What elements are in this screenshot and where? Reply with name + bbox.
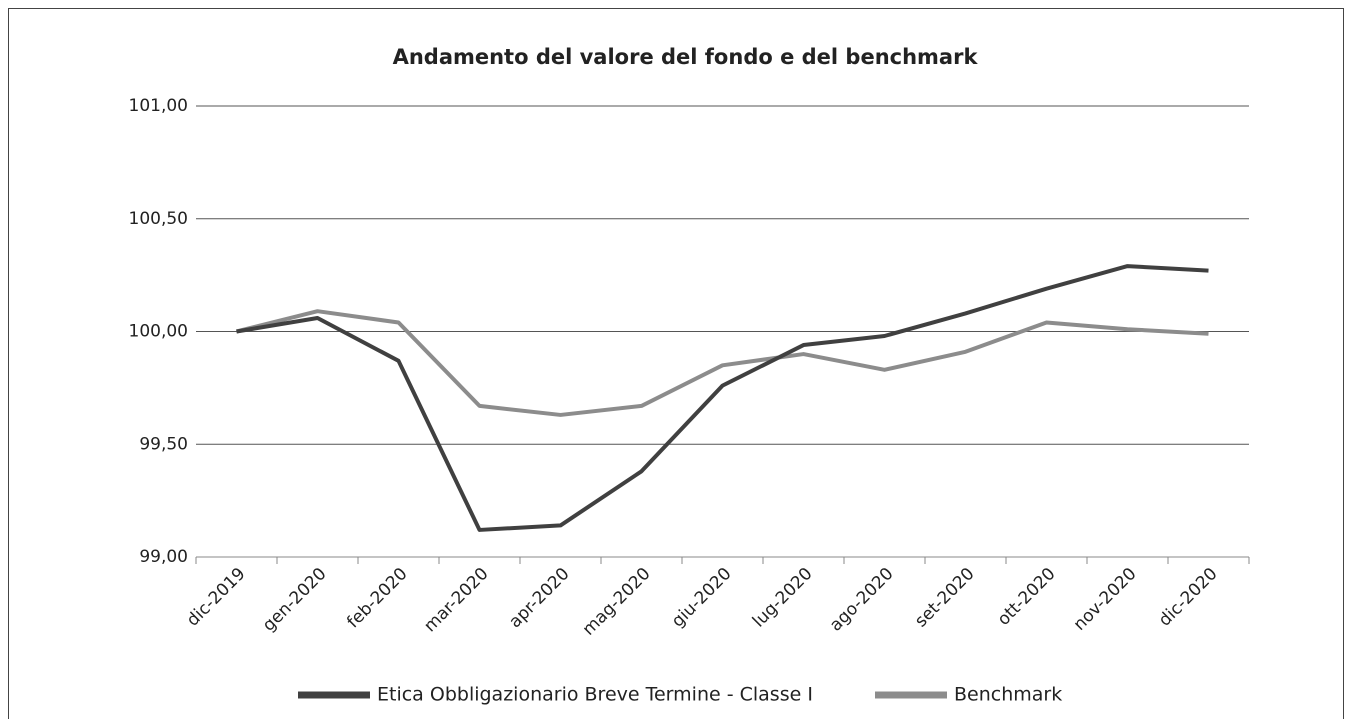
x-tick-label: set-2020 — [911, 564, 978, 631]
x-tick-label: mar-2020 — [420, 564, 492, 636]
series-line — [236, 309, 1209, 417]
series-line — [236, 264, 1209, 532]
x-tick-label: ott-2020 — [994, 564, 1060, 630]
x-tick-label: gen-2020 — [259, 564, 331, 636]
x-tick-label: lug-2020 — [749, 564, 817, 632]
y-tick-label: 99,00 — [139, 547, 188, 567]
x-tick-label: nov-2020 — [1070, 564, 1141, 635]
chart-title: Andamento del valore del fondo e del ben… — [393, 45, 979, 69]
legend-label: Benchmark — [954, 684, 1062, 706]
y-tick-label: 101,00 — [129, 96, 188, 116]
x-tick-label: dic-2020 — [1155, 564, 1222, 631]
legend-label: Etica Obbligazionario Breve Termine - Cl… — [377, 684, 813, 706]
x-tick-label: apr-2020 — [505, 564, 573, 632]
y-tick-label: 100,00 — [129, 322, 188, 342]
x-tick-label: ago-2020 — [826, 564, 898, 636]
x-tick-label: feb-2020 — [343, 564, 411, 632]
chart-frame — [8, 8, 1344, 719]
x-tick-label: mag-2020 — [579, 564, 655, 640]
x-tick-label: giu-2020 — [668, 564, 736, 632]
x-tick-label: dic-2019 — [183, 564, 250, 631]
y-tick-label: 100,50 — [129, 209, 188, 229]
y-tick-label: 99,50 — [139, 434, 188, 454]
